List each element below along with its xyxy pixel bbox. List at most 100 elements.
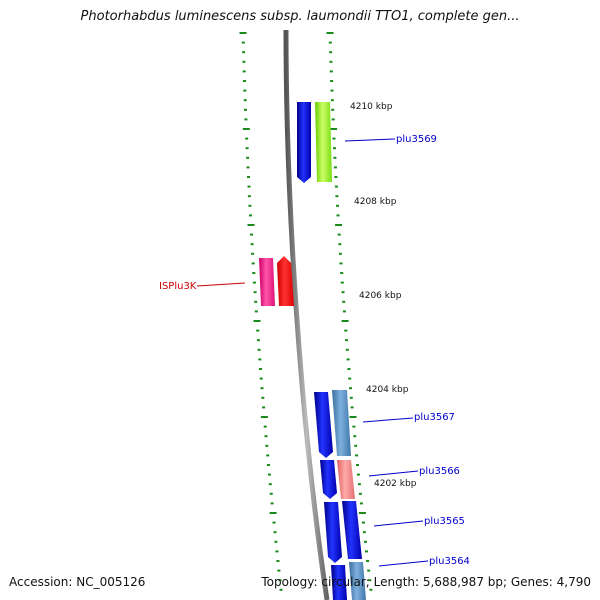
inner-tick — [252, 272, 256, 274]
inner-tick — [245, 137, 249, 140]
outer-tick — [357, 483, 361, 486]
feature-isplu3k-b[interactable] — [277, 256, 294, 306]
inner-tick — [270, 502, 274, 505]
outer-tick — [345, 348, 349, 351]
inner-tick — [268, 483, 272, 486]
inner-tick — [247, 176, 250, 178]
outer-tick — [362, 531, 366, 534]
inner-tick — [272, 521, 276, 524]
inner-tick — [259, 377, 263, 380]
inner-tick — [249, 214, 252, 217]
outer-tick — [366, 560, 370, 562]
genome-backbone — [283, 29, 330, 600]
accession-text: Accession: NC_005126 — [9, 575, 146, 589]
inner-tick — [262, 406, 266, 409]
inner-tick — [256, 329, 260, 332]
outer-tick — [335, 224, 343, 226]
outer-tick — [349, 387, 352, 390]
outer-tick — [336, 214, 340, 217]
outer-tick — [339, 262, 343, 265]
outer-tick — [346, 358, 350, 361]
feature-plu3566[interactable] — [337, 460, 355, 499]
inner-tick — [267, 464, 270, 466]
outer-tick — [341, 320, 349, 322]
feature-plu3567-blue[interactable] — [314, 392, 333, 458]
inner-tick — [267, 473, 271, 476]
leader-plu3569 — [344, 138, 396, 142]
gene-label-plu3565[interactable]: plu3565 — [424, 516, 465, 527]
inner-tick — [248, 204, 252, 207]
outer-tick — [333, 166, 337, 169]
inner-tick — [276, 560, 280, 562]
inner-tick — [260, 416, 268, 418]
feature-plu3569[interactable] — [315, 102, 332, 182]
inner-tick — [279, 588, 283, 591]
gene-label-plu3566[interactable]: plu3566 — [419, 466, 460, 477]
outer-tick — [334, 176, 338, 178]
leader-plu3566 — [368, 470, 419, 477]
inner-tick — [254, 310, 258, 313]
outer-tick — [338, 243, 342, 246]
outer-tick-marks — [326, 32, 373, 591]
outer-tick — [333, 147, 336, 150]
outer-tick — [328, 41, 332, 44]
inner-tick — [247, 195, 251, 198]
outer-tick — [329, 70, 333, 73]
outer-tick — [354, 444, 358, 447]
inner-tick — [264, 435, 268, 438]
leader-plu3564 — [378, 560, 429, 567]
outer-tick — [340, 272, 344, 274]
feature-plu3567[interactable] — [332, 390, 351, 456]
outer-tick — [349, 416, 357, 418]
outer-tick — [369, 588, 373, 591]
map-title: Photorhabdus luminescens subsp. laumondi… — [80, 9, 520, 24]
inner-tick — [243, 80, 246, 82]
outer-tick — [353, 435, 357, 438]
gene-label-plu3564[interactable]: plu3564 — [429, 556, 470, 567]
ruler-label-4204: 4204 kbp — [366, 385, 409, 395]
feature-isplu3k-a[interactable] — [259, 258, 275, 306]
inner-tick — [278, 579, 282, 582]
inner-tick — [247, 185, 251, 188]
outer-tick — [335, 195, 339, 198]
outer-tick — [332, 137, 336, 140]
inner-tick — [246, 156, 250, 159]
inner-tick — [244, 118, 248, 121]
inner-tick — [250, 243, 254, 246]
inner-tick — [263, 425, 267, 428]
outer-tick — [330, 128, 338, 130]
outer-tick — [336, 204, 339, 207]
inner-tick — [239, 32, 247, 34]
outer-tick — [367, 569, 371, 572]
outer-tick — [331, 108, 335, 111]
outer-tick — [333, 156, 337, 159]
outer-tick — [326, 32, 334, 34]
inner-tick — [257, 348, 261, 351]
feature-plu3566-blue[interactable] — [320, 460, 337, 499]
outer-tick — [356, 464, 359, 466]
feature-plu3565[interactable] — [342, 501, 362, 559]
feature-plu3570[interactable] — [297, 102, 311, 183]
outer-tick — [349, 396, 353, 399]
gene-label-isplu3k[interactable]: ISPlu3K — [159, 281, 197, 292]
outer-tick — [342, 300, 346, 303]
outer-tick — [329, 60, 333, 63]
inner-tick — [260, 387, 264, 390]
outer-tick — [358, 512, 366, 514]
outer-tick — [344, 329, 348, 332]
inner-tick — [247, 224, 255, 226]
gene-label-plu3567[interactable]: plu3567 — [414, 412, 455, 423]
feature-plu3565-blue[interactable] — [324, 502, 342, 563]
gene-label-plu3569[interactable]: plu3569 — [396, 134, 437, 145]
outer-tick — [358, 492, 362, 495]
inner-tick — [242, 60, 246, 63]
inner-tick — [266, 454, 270, 457]
inner-tick — [253, 320, 261, 322]
outer-tick — [364, 540, 367, 543]
feature-plu3564[interactable] — [331, 562, 366, 600]
outer-tick — [337, 233, 341, 236]
inner-tick — [241, 41, 245, 44]
outer-tick — [330, 89, 334, 92]
outer-tick — [331, 118, 335, 121]
